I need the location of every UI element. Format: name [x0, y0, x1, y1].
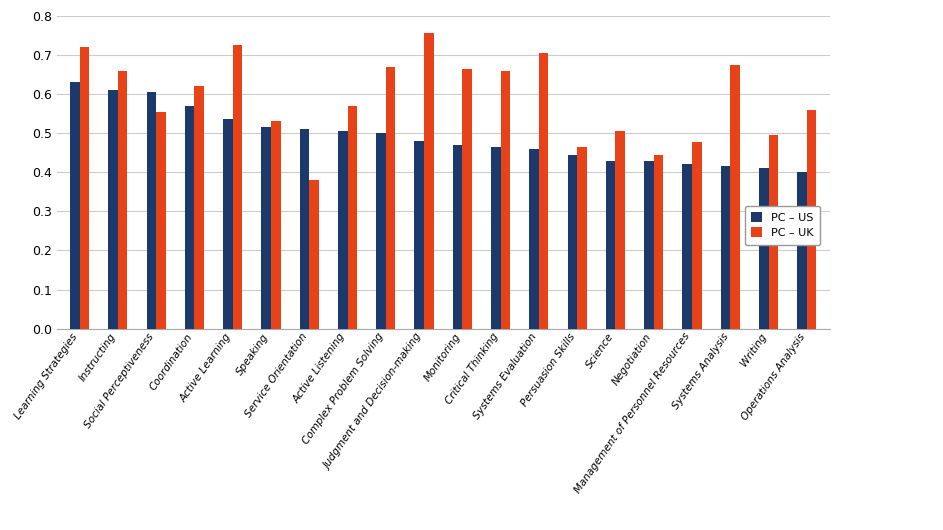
Bar: [118, 70, 127, 329]
Bar: [568, 155, 577, 329]
Bar: [108, 90, 118, 329]
Bar: [769, 135, 778, 329]
Bar: [79, 47, 90, 329]
Bar: [644, 161, 653, 329]
Bar: [653, 155, 663, 329]
Bar: [233, 45, 242, 329]
Bar: [453, 145, 462, 329]
Bar: [309, 180, 319, 329]
Bar: [807, 110, 817, 329]
Bar: [606, 161, 616, 329]
Bar: [261, 127, 271, 329]
Bar: [146, 92, 157, 329]
Bar: [157, 112, 166, 329]
Bar: [386, 67, 395, 329]
Bar: [577, 147, 587, 329]
Bar: [348, 106, 357, 329]
Bar: [70, 82, 79, 329]
Legend: PC – US, PC – UK: PC – US, PC – UK: [745, 206, 820, 245]
Bar: [376, 133, 386, 329]
Bar: [683, 164, 692, 329]
Bar: [271, 121, 280, 329]
Bar: [759, 169, 769, 329]
Bar: [491, 147, 501, 329]
Bar: [797, 172, 807, 329]
Bar: [300, 129, 309, 329]
Bar: [730, 65, 740, 329]
Bar: [223, 119, 233, 329]
Bar: [338, 131, 348, 329]
Bar: [424, 33, 434, 329]
Bar: [616, 131, 625, 329]
Bar: [720, 166, 730, 329]
Bar: [529, 149, 538, 329]
Bar: [415, 141, 424, 329]
Bar: [538, 53, 549, 329]
Bar: [194, 86, 204, 329]
Bar: [462, 69, 472, 329]
Bar: [501, 70, 510, 329]
Bar: [692, 142, 702, 329]
Bar: [185, 106, 194, 329]
